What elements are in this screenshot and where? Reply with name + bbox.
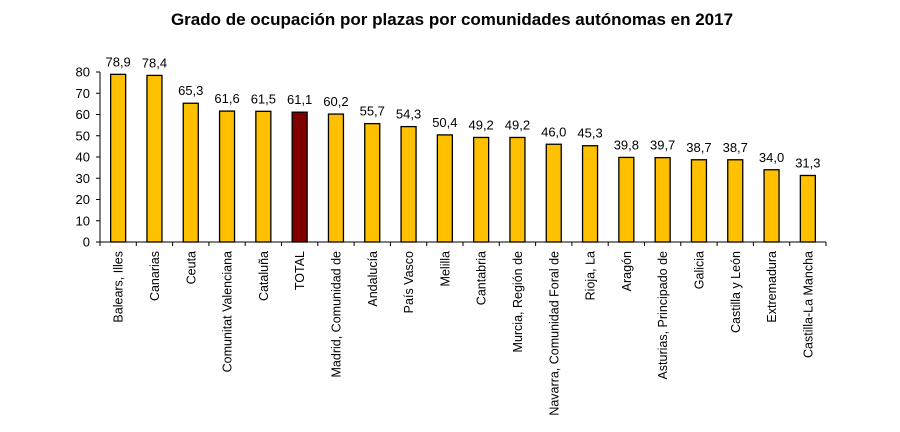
data-label: 54,3: [396, 107, 421, 122]
category-label: Cantabria: [475, 251, 489, 305]
data-label: 39,7: [650, 138, 675, 153]
data-label: 38,7: [686, 140, 711, 155]
y-tick-label: 80: [76, 65, 90, 80]
bar: [218, 110, 236, 243]
bar: [327, 113, 345, 243]
data-label: 45,3: [577, 126, 602, 141]
category-label: Melilla: [438, 251, 452, 286]
data-label: 60,2: [323, 94, 348, 109]
data-label: 49,2: [468, 117, 493, 132]
bar: [799, 174, 816, 243]
category-label: Castilla-La Mancha: [801, 251, 815, 358]
category-label: Comunitat Valenciana: [221, 251, 235, 372]
category-label: País Vasco: [402, 251, 416, 313]
category-label: Ceuta: [184, 251, 198, 284]
bars: 78,9 78,4 65,3 61,6 61,5 61,1 60,2 55,7 54,3 50,4…: [105, 54, 821, 243]
y-tick-label: 10: [76, 213, 90, 228]
y-tick-label: 70: [76, 86, 90, 101]
data-label: 50,4: [432, 115, 457, 130]
bar: [400, 125, 417, 243]
category-label: Castilla y León: [729, 251, 743, 333]
category-label: Murcia, Región de: [511, 251, 525, 352]
bar: [545, 143, 562, 243]
data-label: 38,7: [723, 140, 748, 155]
y-tick-label: 30: [76, 171, 90, 186]
y-tick-label: 60: [76, 107, 90, 122]
bar: [472, 136, 490, 243]
data-label: 61,6: [214, 91, 239, 106]
data-label: 34,0: [759, 150, 784, 165]
data-label: 78,9: [105, 54, 130, 69]
chart-title: Grado de ocupación por plazas por comuni…: [171, 10, 733, 29]
category-label: Asturias, Principado de: [656, 251, 670, 380]
category-label: Andalucía: [366, 251, 380, 307]
data-label: 78,4: [142, 55, 167, 70]
data-label: 49,2: [505, 117, 530, 132]
y-tick-label: 20: [76, 192, 90, 207]
data-label: 39,8: [614, 137, 639, 152]
category-label: TOTAL: [293, 251, 307, 290]
data-label: 61,5: [251, 91, 276, 106]
bar: [618, 156, 635, 243]
bar: [727, 159, 744, 243]
category-label: Rioja, La: [584, 251, 598, 300]
category-label: Galicia: [692, 251, 706, 289]
bar: [110, 73, 127, 243]
y-tick-label: 40: [76, 150, 90, 165]
bar: [182, 102, 199, 243]
category-label: Balears, Illes: [112, 251, 126, 323]
bar: [146, 74, 163, 243]
data-label: 55,7: [360, 104, 385, 119]
bar: [509, 136, 526, 243]
bar: [255, 110, 272, 243]
category-label: Extremadura: [765, 251, 779, 323]
data-label: 31,3: [795, 155, 820, 170]
category-label: Navarra, Comunidad Foral de: [547, 251, 561, 416]
bar: [364, 122, 381, 243]
data-label: 65,3: [178, 83, 203, 98]
data-label: 61,1: [287, 92, 312, 107]
bar: [581, 145, 599, 243]
category-label: Canarias: [148, 251, 162, 301]
category-label: Cataluña: [257, 251, 271, 301]
bar: [436, 134, 454, 243]
bar: [763, 169, 780, 243]
y-axis: 0 10 20 30 40 50 60 70 80: [76, 65, 101, 250]
bar: [690, 159, 708, 243]
bar: [291, 111, 308, 243]
category-label: Madrid, Comunidad de: [329, 251, 343, 378]
y-tick-label: 0: [83, 235, 90, 250]
data-label: 46,0: [541, 124, 566, 139]
category-label: Aragón: [620, 251, 634, 291]
x-axis: Balears, Illes Canarias Ceuta Comunitat Val…: [99, 241, 827, 416]
bar: [654, 156, 671, 243]
y-tick-label: 50: [76, 128, 90, 143]
